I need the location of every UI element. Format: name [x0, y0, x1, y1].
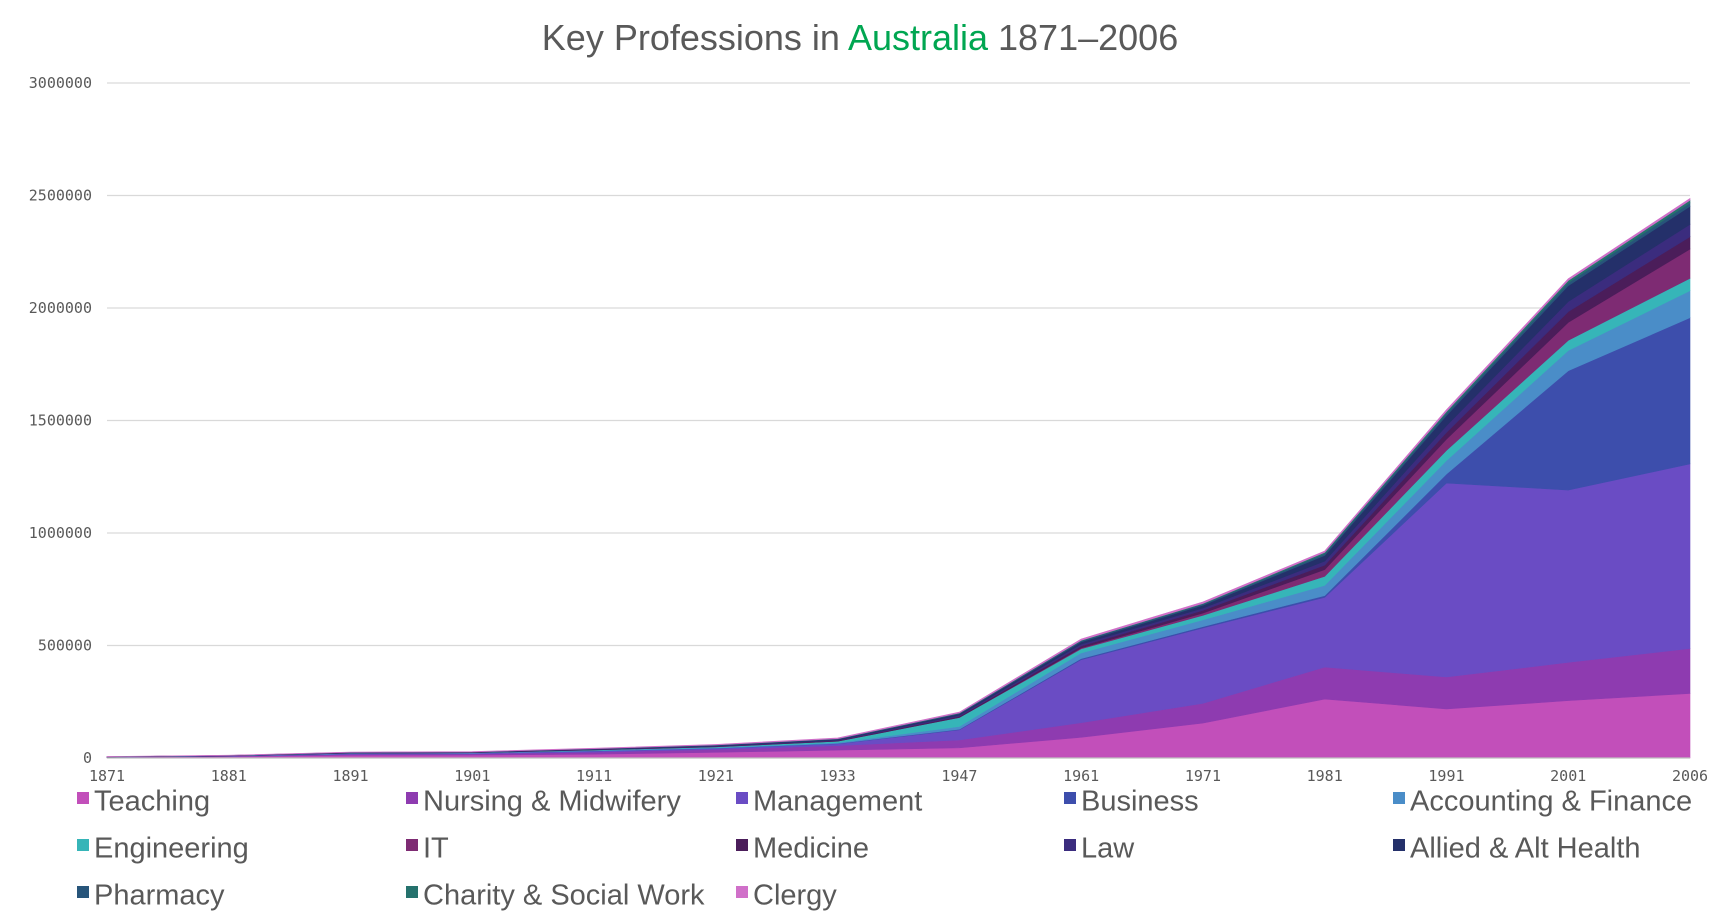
legend-swatch [406, 839, 418, 851]
x-tick-label: 1971 [1185, 767, 1221, 785]
legend: Teaching Nursing & Midwifery Management Bus… [77, 786, 1692, 912]
y-tick-label: 3000000 [29, 74, 92, 92]
area-series [106, 197, 1691, 759]
y-tick-label: 0 [83, 749, 92, 767]
area-clergy [106, 197, 1691, 758]
x-tick-label: 1991 [1428, 767, 1464, 785]
legend-item-medicine: Medicine [736, 833, 869, 865]
y-tick-label: 500000 [38, 637, 92, 655]
chart-title: Key Professions in Australia 1871–2006 [542, 17, 1178, 58]
legend-label: Accounting & Finance [1410, 786, 1692, 818]
legend-label: Nursing & Midwifery [423, 786, 681, 818]
legend-swatch [1393, 839, 1405, 851]
legend-label: Clergy [753, 880, 837, 912]
legend-swatch [736, 792, 748, 804]
x-tick-label: 1981 [1307, 767, 1343, 785]
y-tick-label: 1500000 [29, 412, 92, 430]
legend-swatch [77, 886, 89, 898]
legend-label: Business [1081, 786, 1199, 818]
legend-label: Charity & Social Work [423, 880, 705, 912]
legend-item-nursing-midwifery: Nursing & Midwifery [406, 786, 681, 818]
axes: 0 500000 1000000 1500000 2000000 2500000 30000… [29, 74, 1708, 785]
legend-label: Management [753, 786, 922, 818]
x-tick-label: 1921 [698, 767, 734, 785]
legend-swatch [406, 886, 418, 898]
legend-item-business: Business [1064, 786, 1199, 818]
y-tick-label: 1000000 [29, 524, 92, 542]
x-tick-label: 1961 [1063, 767, 1099, 785]
legend-swatch [736, 886, 748, 898]
x-tick-label: 1881 [211, 767, 247, 785]
y-tick-label: 2000000 [29, 299, 92, 317]
x-tick-label: 1901 [454, 767, 490, 785]
legend-item-allied-alt-health: Allied & Alt Health [1393, 833, 1641, 865]
x-tick-label: 1911 [576, 767, 612, 785]
legend-swatch [406, 792, 418, 804]
legend-swatch [736, 839, 748, 851]
legend-swatch [1064, 792, 1076, 804]
legend-item-charity-social-work: Charity & Social Work [406, 880, 705, 912]
x-tick-label: 1891 [332, 767, 368, 785]
legend-swatch [77, 792, 89, 804]
legend-item-pharmacy: Pharmacy [77, 880, 225, 912]
legend-label: Teaching [94, 786, 210, 818]
legend-item-accounting-finance: Accounting & Finance [1393, 786, 1692, 818]
legend-item-it: IT [406, 833, 449, 865]
x-tick-label: 1871 [89, 767, 125, 785]
y-tick-label: 2500000 [29, 187, 92, 205]
legend-swatch [1064, 839, 1076, 851]
legend-item-engineering: Engineering [77, 833, 249, 865]
legend-item-clergy: Clergy [736, 880, 837, 912]
legend-label: Pharmacy [94, 880, 225, 912]
x-tick-label: 1947 [941, 767, 977, 785]
legend-label: Allied & Alt Health [1410, 833, 1641, 865]
chart-title-part-1: Key Professions in [542, 17, 848, 58]
legend-item-management: Management [736, 786, 922, 818]
legend-label: Medicine [753, 833, 869, 865]
legend-label: Law [1081, 833, 1135, 865]
legend-swatch [77, 839, 89, 851]
legend-item-teaching: Teaching [77, 786, 210, 818]
chart-title-part-3: 1871–2006 [988, 17, 1178, 58]
x-tick-label: 2001 [1550, 767, 1586, 785]
legend-label: Engineering [94, 833, 249, 865]
x-tick-label: 2006 [1672, 767, 1708, 785]
legend-label: IT [423, 833, 449, 865]
legend-swatch [1393, 792, 1405, 804]
legend-item-law: Law [1064, 833, 1135, 865]
x-tick-label: 1933 [820, 767, 856, 785]
chart-title-accent: Australia [848, 17, 989, 58]
